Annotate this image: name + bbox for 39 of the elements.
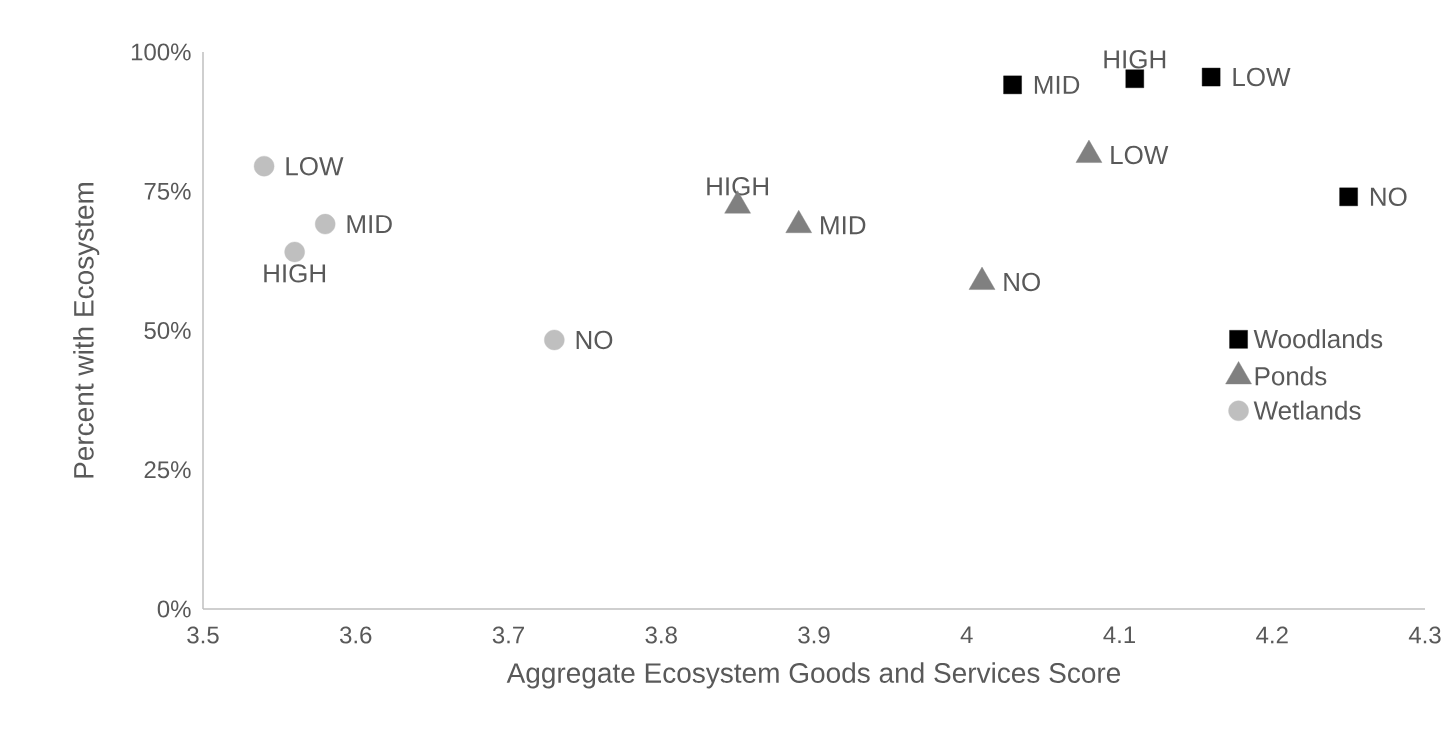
x-tick-label: 3.8: [645, 626, 677, 644]
point: [253, 155, 275, 177]
y-tick-label: 0%: [157, 600, 191, 618]
x-tick-label: 3.9: [798, 626, 830, 644]
y-tick-label: 75%: [144, 182, 191, 200]
data-label: MID: [1034, 75, 1080, 94]
data-label: HIGH: [1104, 50, 1166, 69]
data-label: MID: [347, 215, 392, 234]
x-tick-label: 4.1: [1103, 626, 1135, 644]
data-label: HIGH: [264, 264, 326, 283]
data-label: LOW: [1233, 67, 1291, 87]
legend-label: Wetlands: [1253, 400, 1361, 420]
data-label: NO: [576, 330, 613, 350]
point: [315, 213, 336, 235]
x-tick-label: 3.5: [187, 626, 219, 644]
data-label: MID: [821, 216, 866, 235]
data-label: HIGH: [707, 177, 769, 196]
legend-label: Woodlands: [1253, 329, 1383, 349]
x-tick-label: 4.2: [1256, 626, 1288, 644]
point: [284, 241, 305, 263]
point: [1003, 75, 1022, 95]
y-tick-label: 50%: [144, 321, 191, 339]
data-label: NO: [1370, 187, 1407, 207]
x-tick-label: 3.6: [339, 626, 372, 644]
x-tick-label: 3.7: [492, 626, 524, 644]
data-label: LOW: [1111, 145, 1169, 165]
y-axis-title: Percent with Ecosystem: [73, 182, 100, 478]
x-tick-label: 4: [960, 626, 973, 644]
point: [544, 329, 565, 351]
data-label: NO: [1004, 272, 1040, 292]
x-axis-title: Aggregate Ecosystem Goods and Services Score: [506, 662, 1121, 689]
x-tick-label: 4.3: [1408, 626, 1441, 644]
point: [1339, 187, 1358, 207]
point: [1201, 67, 1221, 87]
point: [1125, 69, 1144, 88]
legend-label: Ponds: [1255, 366, 1327, 386]
y-tick-label: 25%: [144, 461, 191, 479]
data-label: LOW: [286, 156, 344, 176]
y-tick-label: 100%: [131, 43, 191, 61]
